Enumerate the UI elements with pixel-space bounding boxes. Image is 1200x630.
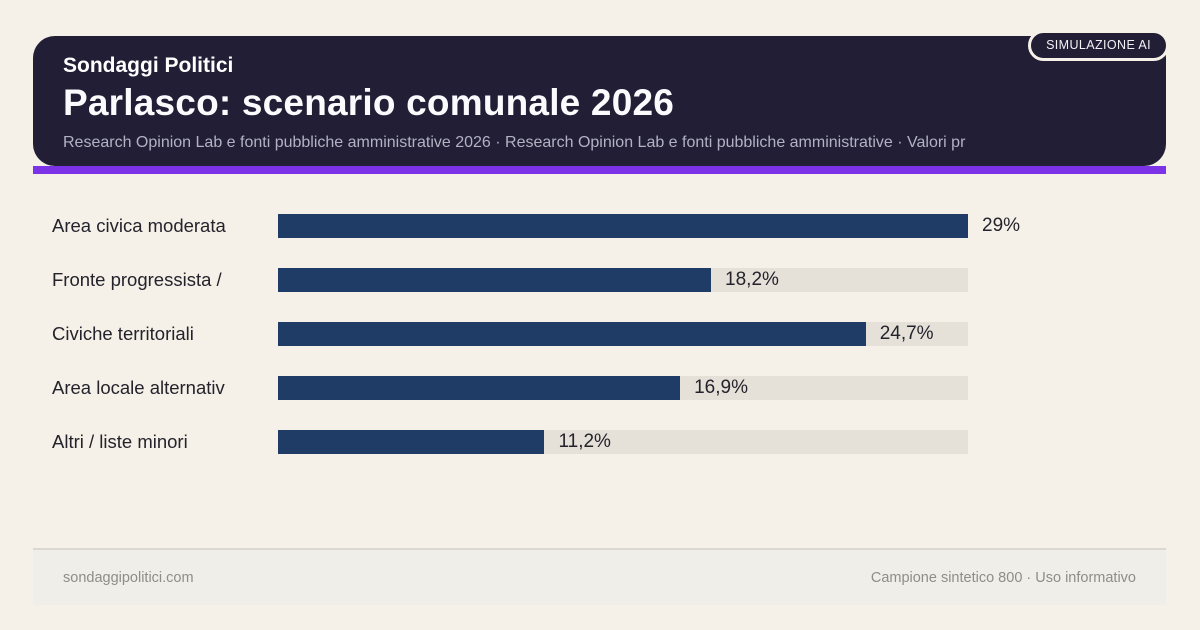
bar-fill [278,268,712,292]
bar-row: Area civica moderata 29% [52,214,1152,238]
footer-note: Campione sintetico 800 · Uso informativo [870,569,1136,586]
bar-row: Altri / liste minori 11,2% [52,430,1152,454]
bar-row: Civiche territoriali 24,7% [52,322,1152,346]
bar-label: Fronte progressista / [52,269,222,290]
bar-chart: Area civica moderata 29% Fronte progress… [52,214,1152,484]
bar-value: 11,2% [558,431,611,452]
header-card: SIMULAZIONE AI Sondaggi Politici Parlasc… [33,30,1169,166]
bar-track: 18,2% [278,268,968,292]
bar-label: Civiche territoriali [52,323,194,344]
accent-divider [33,166,1166,174]
bar-fill [278,214,968,238]
bar-value: 24,7% [879,323,934,344]
footer: sondaggipolitici.com Campione sintetico … [33,548,1166,605]
bar-value: 18,2% [725,269,779,290]
bar-fill [278,430,545,454]
bar-fill [278,376,681,400]
bar-track: 11,2% [278,430,968,454]
bar-fill [278,322,866,346]
page-title: Parlasco: scenario comunale 2026 [63,82,675,124]
site-kicker: Sondaggi Politici [63,54,234,77]
bar-row: Area locale alternativ 16,9% [52,376,1152,400]
simulation-badge: SIMULAZIONE AI [1028,30,1169,61]
bar-label: Altri / liste minori [52,431,188,452]
page-subtitle: Research Opinion Lab e fonti pubbliche a… [63,133,966,151]
bar-track: 29% [278,214,1020,238]
bar-value: 29% [982,215,1021,236]
bar-row: Fronte progressista / 18,2% [52,268,1152,292]
bar-value: 16,9% [694,377,748,398]
bar-label: Area locale alternativ [52,377,225,398]
bar-track: 16,9% [278,376,968,400]
bar-label: Area civica moderata [52,215,226,236]
footer-site: sondaggipolitici.com [63,569,194,586]
bar-track: 24,7% [278,322,968,346]
